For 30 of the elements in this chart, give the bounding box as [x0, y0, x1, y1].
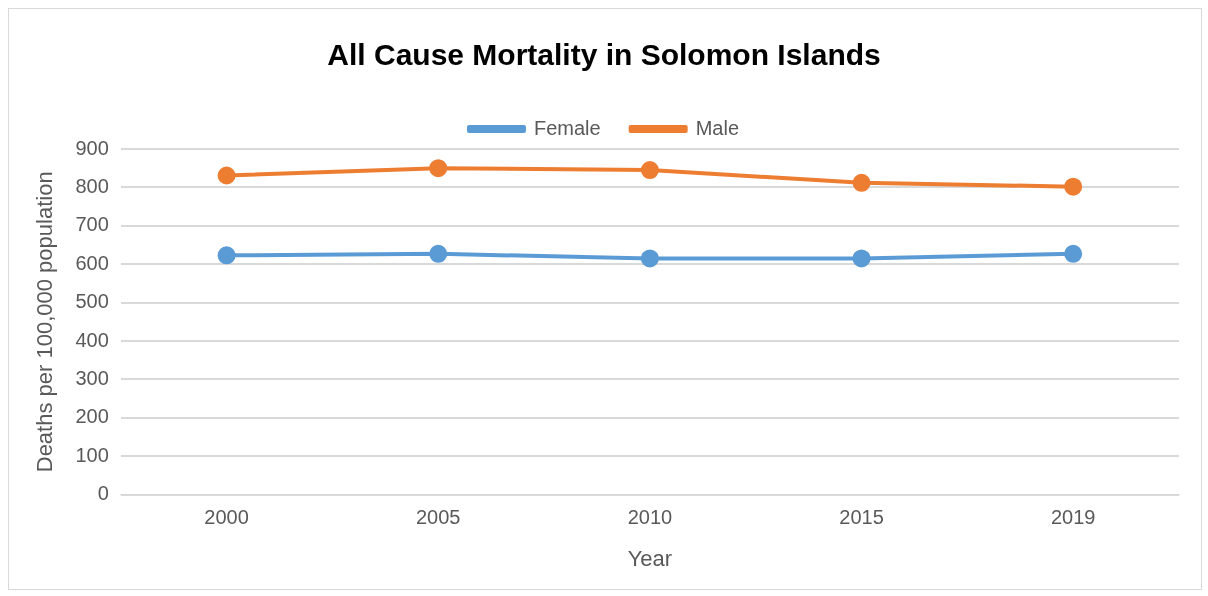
- point: [640, 249, 659, 268]
- point: [429, 244, 448, 263]
- y-tick-label: 200: [75, 405, 109, 428]
- x-tick-label: 2005: [415, 506, 461, 529]
- y-tick-label: 800: [75, 174, 109, 197]
- y-tick-label: 700: [75, 213, 109, 236]
- point: [429, 159, 448, 178]
- legend-label: Male: [695, 116, 740, 139]
- y-tick-label: 900: [75, 136, 109, 159]
- y-tick-label: 100: [75, 443, 109, 466]
- y-tick-label: 300: [75, 366, 109, 389]
- point: [640, 161, 659, 180]
- point: [1064, 177, 1083, 196]
- point: [852, 249, 871, 268]
- chart-title: All Cause Mortality in Solomon Islands: [327, 38, 881, 72]
- x-axis-title: Year: [627, 545, 673, 571]
- y-tick-label: 400: [75, 328, 109, 351]
- x-tick-label: 2015: [839, 506, 884, 529]
- legend-label: Female: [533, 116, 601, 139]
- x-tick-label: 2019: [1050, 506, 1096, 529]
- y-axis-title: Deaths per 100,000 population: [32, 171, 58, 473]
- x-tick-label: 2010: [627, 506, 673, 529]
- y-tick-label: 0: [97, 482, 109, 505]
- x-tick-label: 2000: [204, 506, 249, 529]
- point: [217, 166, 236, 185]
- point: [1064, 244, 1083, 263]
- point: [852, 173, 871, 192]
- point: [217, 246, 236, 265]
- y-tick-label: 600: [75, 251, 109, 274]
- y-tick-label: 500: [75, 290, 109, 313]
